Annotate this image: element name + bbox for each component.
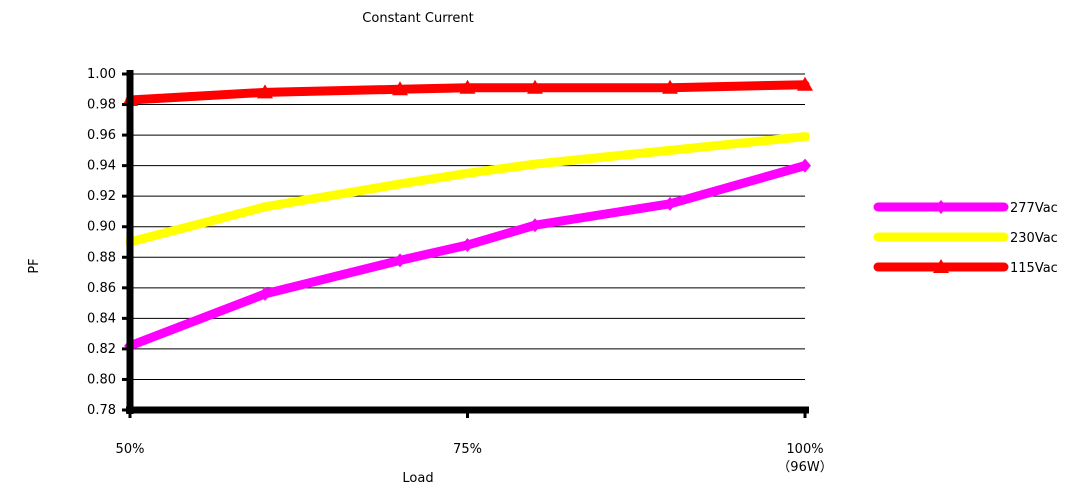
data-point-marker [461, 238, 474, 253]
legend-label: 277Vac [1010, 201, 1058, 216]
y-tick-label: 1.00 [87, 67, 116, 82]
y-tick-label: 0.88 [87, 250, 116, 265]
y-tick-label: 0.96 [87, 128, 116, 143]
grid-lines [130, 73, 805, 411]
data-point-marker [259, 286, 271, 301]
y-tick-label: 0.90 [87, 220, 116, 235]
data-point-marker [797, 76, 813, 91]
y-axis-title: PF [27, 258, 42, 273]
x-axis-title: Load [402, 471, 433, 485]
y-axis-tick-labels: 0.78 0.80 0.82 0.84 0.86 0.88 0.90 0.92 0.94 0.96… [87, 67, 116, 418]
data-point-marker [463, 169, 472, 178]
x-axis-tick-labels: 50% 75% 100% （96W） [116, 442, 833, 475]
legend-label: 230Vac [1010, 231, 1058, 246]
legend: 277Vac 230Vac 115Vac [873, 200, 1058, 276]
y-tick-label: 0.80 [87, 372, 116, 387]
data-point-marker [529, 218, 541, 233]
legend-swatch-marker [937, 233, 945, 241]
y-tick-label: 0.82 [87, 342, 116, 357]
y-tick-label: 0.92 [87, 189, 116, 204]
x-tick-label: 75% [453, 442, 482, 457]
x-tick-label: 100% [786, 442, 823, 457]
data-point-marker [801, 132, 809, 141]
data-point-marker [257, 84, 273, 99]
series-line [125, 132, 810, 247]
data-point-marker [392, 81, 408, 96]
data-point-marker [459, 79, 476, 94]
x-tick-sublabel: （96W） [777, 460, 832, 475]
data-point-marker [664, 196, 676, 211]
data-point-marker [662, 79, 678, 94]
y-tick-label: 0.94 [87, 159, 116, 174]
x-tick-label: 50% [116, 442, 145, 457]
data-point-marker [394, 253, 406, 268]
legend-label: 115Vac [1010, 261, 1058, 276]
data-point-marker [261, 202, 269, 211]
data-point-marker [799, 158, 811, 173]
data-point-marker [666, 146, 674, 155]
y-tick-label: 0.84 [87, 311, 116, 326]
data-point-marker [396, 179, 404, 188]
y-tick-label: 0.86 [87, 281, 116, 296]
legend-swatch-marker [935, 200, 947, 214]
axes [122, 70, 809, 418]
data-point-marker [527, 79, 543, 94]
series-lines [122, 76, 813, 353]
y-tick-label: 0.78 [87, 403, 116, 418]
chart-title: Constant Current [362, 11, 473, 26]
data-point-marker [531, 160, 539, 169]
y-tick-label: 0.98 [87, 98, 116, 113]
legend-swatch-marker [933, 259, 949, 273]
